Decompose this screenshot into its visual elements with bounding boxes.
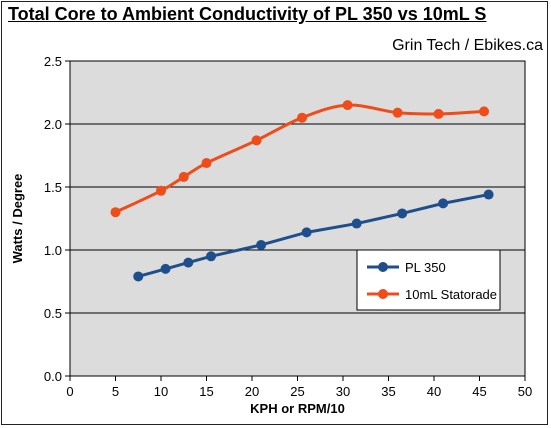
legend-label: PL 350 [405, 260, 446, 275]
x-tick-label: 15 [199, 384, 213, 399]
data-point [183, 257, 194, 268]
data-point [206, 251, 217, 262]
data-point [342, 100, 353, 111]
y-axis-ticks: 0.0 0.5 1.0 1.5 2.0 2.5 [44, 54, 70, 384]
x-tick-label: 35 [381, 384, 395, 399]
y-tick-label: 0.5 [44, 306, 62, 321]
plot-area [69, 60, 526, 377]
data-point [397, 208, 408, 219]
legend-swatch-marker [378, 289, 388, 299]
x-tick-label: 50 [518, 384, 532, 399]
data-point [433, 108, 444, 119]
x-tick-label: 45 [472, 384, 486, 399]
x-tick-label: 10 [154, 384, 168, 399]
x-tick-label: 5 [112, 384, 119, 399]
y-tick-label: 2.5 [44, 54, 62, 69]
data-point [301, 227, 312, 238]
legend: PL 350 10mL Statorade [356, 249, 501, 311]
data-point [256, 239, 267, 250]
data-point [438, 198, 449, 209]
data-point [483, 189, 494, 200]
data-point [178, 171, 189, 182]
x-tick-label: 0 [66, 384, 73, 399]
series-line-1 [137, 193, 489, 278]
y-tick-label: 1.0 [44, 243, 62, 258]
x-tick-label: 40 [427, 384, 441, 399]
x-tick-label: 30 [336, 384, 350, 399]
x-tick-label: 25 [290, 384, 304, 399]
data-point [479, 106, 490, 117]
y-axis-title: Watts / Degree [10, 174, 25, 264]
x-tick-label: 20 [245, 384, 259, 399]
y-tick-label: 1.5 [44, 180, 62, 195]
x-axis-ticks: 0 5 10 15 20 25 30 35 40 45 50 [66, 376, 532, 399]
gridlines [70, 123, 525, 314]
legend-label: 10mL Statorade [405, 287, 497, 302]
series-line-2 [114, 103, 485, 214]
series-group [110, 100, 494, 282]
data-point [201, 158, 212, 169]
data-point [133, 271, 144, 282]
chart-subtitle: Grin Tech / Ebikes.ca [392, 37, 543, 54]
data-point [392, 107, 403, 118]
chart-title: Total Core to Ambient Conductivity of PL… [8, 4, 487, 24]
x-axis-title: KPH or RPM/10 [250, 401, 345, 416]
y-tick-label: 0.0 [44, 369, 62, 384]
data-point [160, 263, 171, 274]
data-point [110, 207, 121, 218]
legend-box [356, 249, 501, 311]
legend-swatch-marker [378, 262, 388, 272]
y-tick-label: 2.0 [44, 117, 62, 132]
data-point [156, 185, 166, 196]
data-point [351, 218, 362, 229]
data-point [251, 135, 262, 146]
data-point [297, 112, 308, 123]
